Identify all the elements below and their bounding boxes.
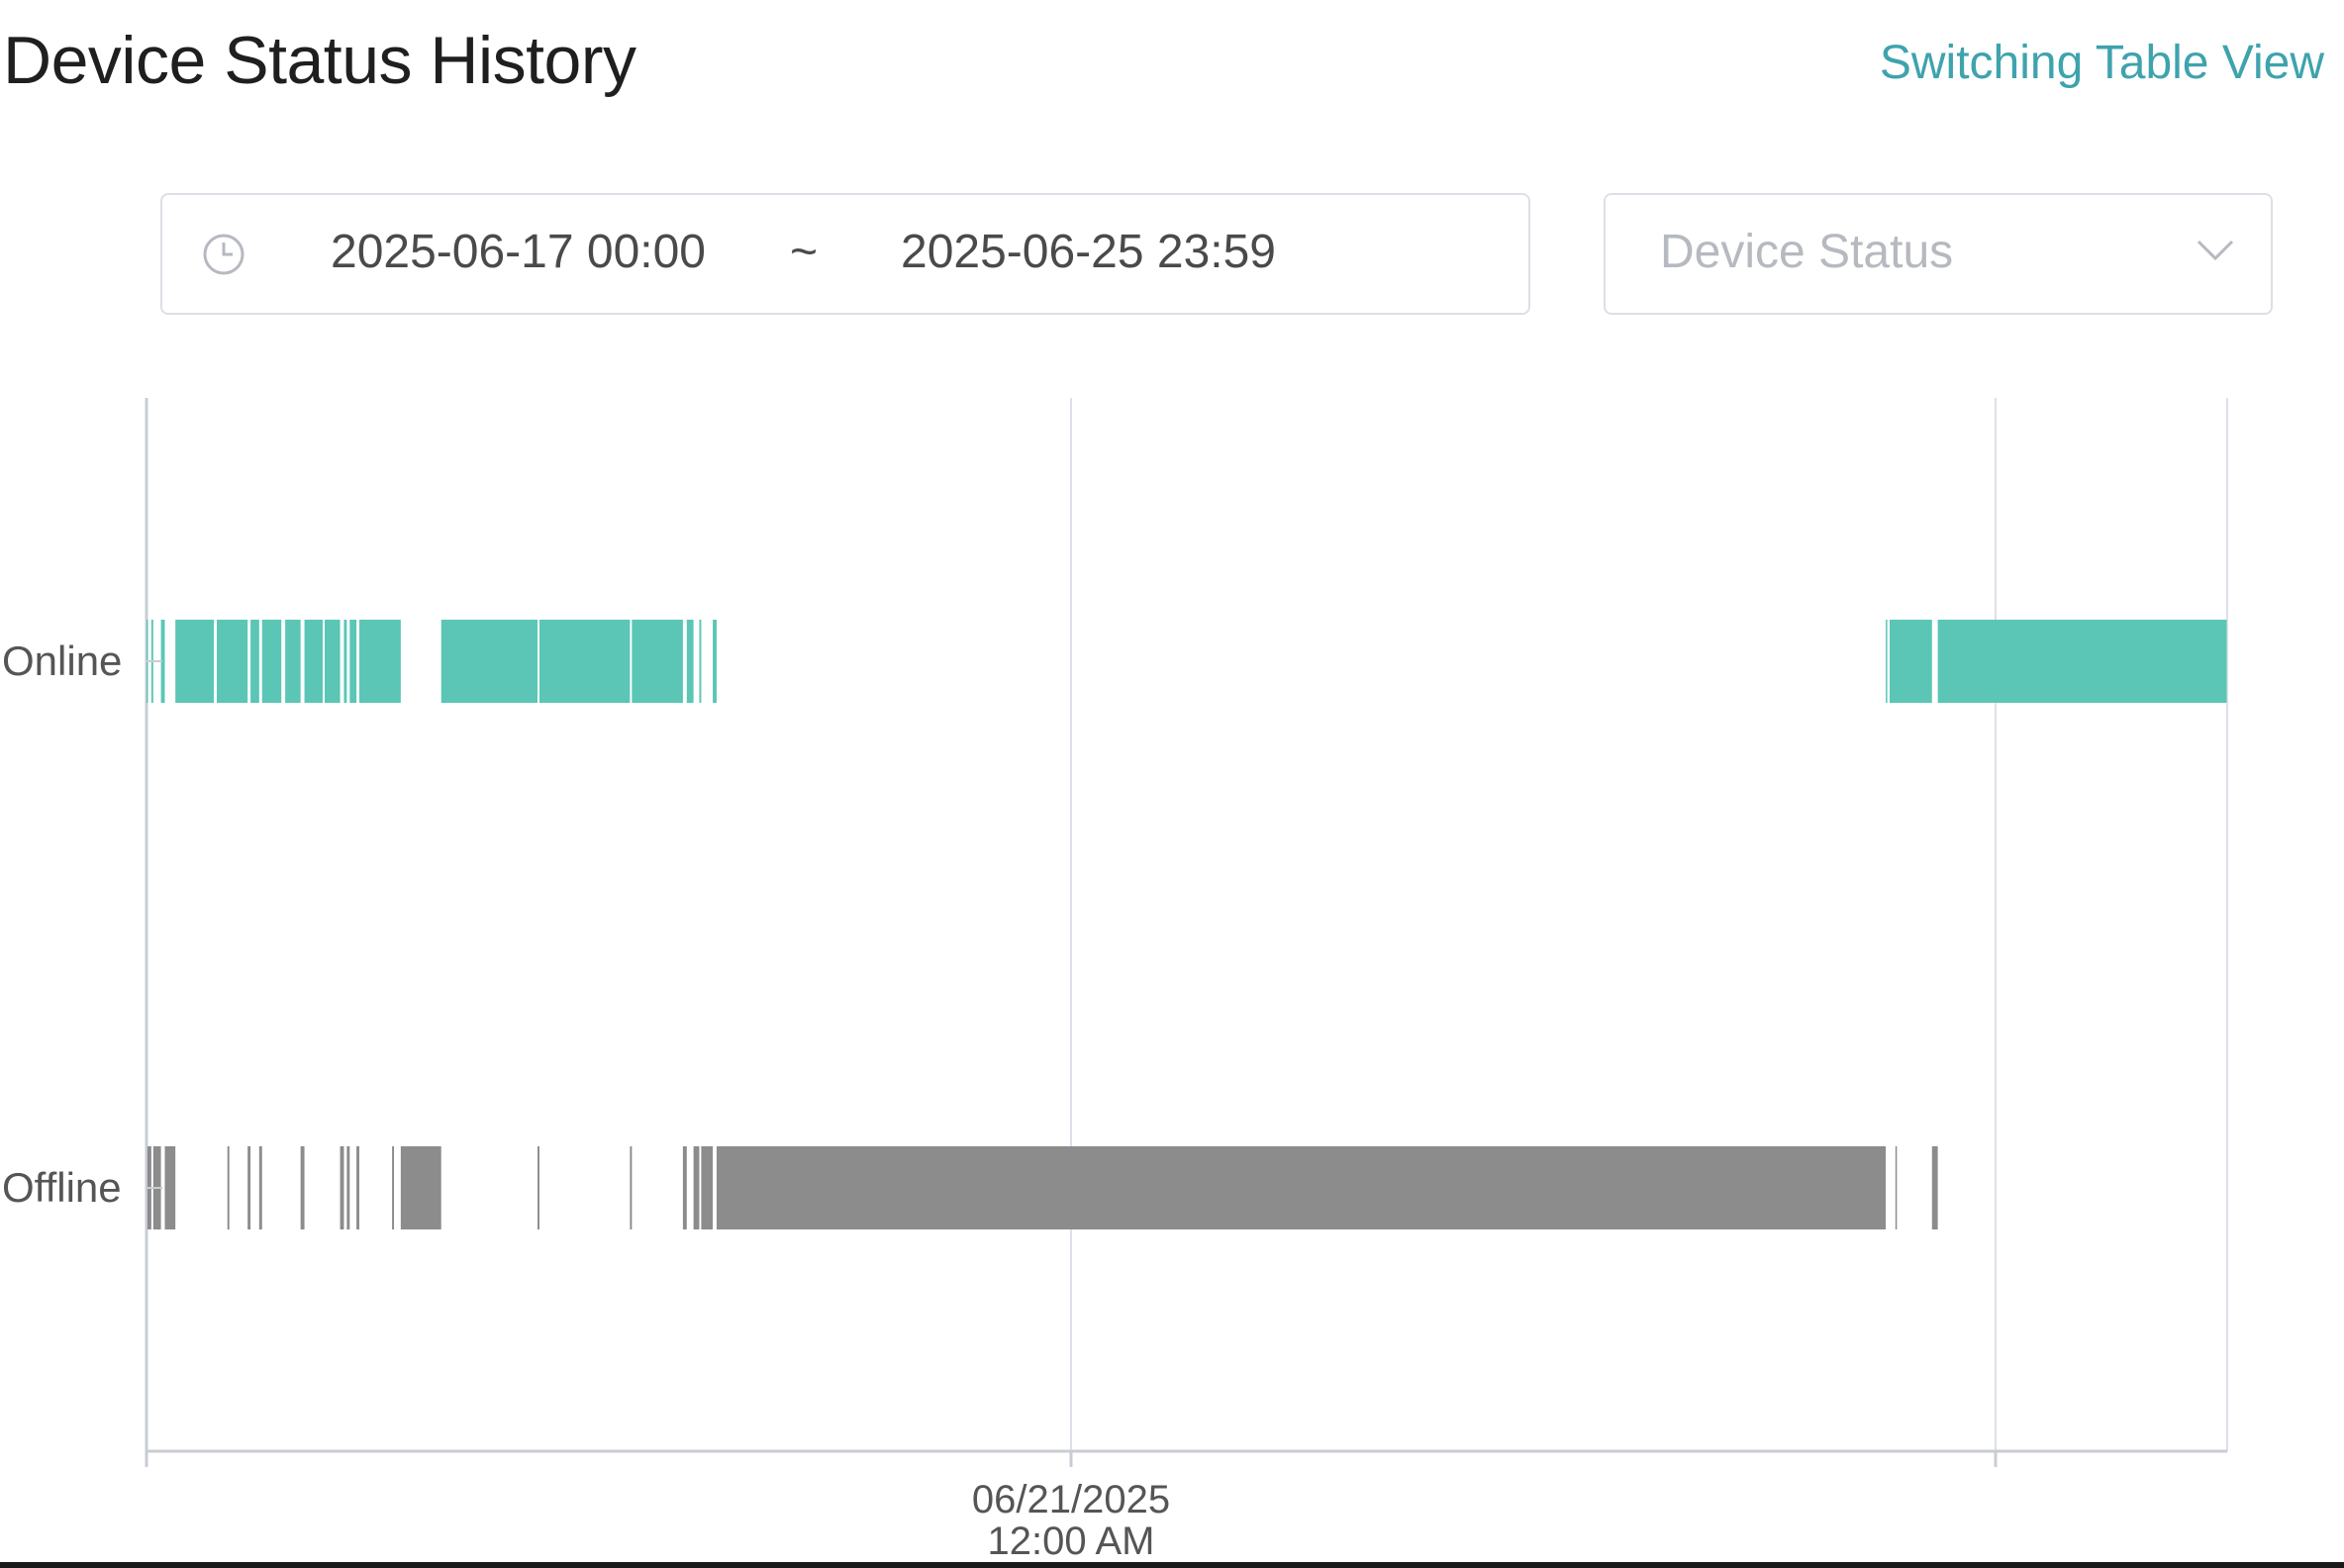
offline-status-segment [701, 1146, 714, 1229]
offline-status-segment [1931, 1146, 1938, 1229]
online-status-segment [250, 620, 259, 703]
bottom-divider [0, 1562, 2344, 1568]
range-end-input[interactable]: 2025-06-25 23:59 [901, 226, 1276, 278]
offline-status-segment [400, 1146, 441, 1229]
offline-status-segment [356, 1146, 360, 1229]
page-title: Device Status History [3, 23, 636, 98]
online-status-segment [343, 620, 347, 703]
offline-status-segment [164, 1146, 176, 1229]
online-status-segment [538, 620, 631, 703]
online-status-segment [175, 620, 215, 703]
offline-status-segment [258, 1146, 262, 1229]
device-status-placeholder: Device Status [1660, 226, 1954, 278]
offline-status-segment [392, 1146, 395, 1229]
online-status-segment [324, 620, 341, 703]
online-status-segment [1937, 620, 2227, 703]
offline-status-segment [693, 1146, 700, 1229]
offline-status-segment [346, 1146, 350, 1229]
online-status-segment [699, 620, 702, 703]
online-status-segment [160, 620, 165, 703]
x-tick-label: 06/21/2025 [972, 1478, 1170, 1521]
range-start-input[interactable]: 2025-06-17 00:00 [331, 226, 706, 278]
clock-icon [203, 234, 244, 275]
offline-status-segment [300, 1146, 305, 1229]
offline-status-segment [1895, 1146, 1898, 1229]
y-tick-label: Online [2, 637, 122, 684]
x-tick-label: 12:00 AM [987, 1519, 1154, 1563]
online-status-segment [713, 620, 717, 703]
offline-status-segment [537, 1146, 539, 1229]
online-status-segment [686, 620, 694, 703]
online-status-segment [217, 620, 248, 703]
online-status-segment [285, 620, 301, 703]
chevron-down-icon [2197, 240, 2234, 261]
online-status-segment [304, 620, 324, 703]
offline-status-segment [227, 1146, 230, 1229]
online-status-segment [1886, 620, 1888, 703]
online-status-segment [632, 620, 683, 703]
switch-table-view-link[interactable]: Switching Table View [1879, 37, 2324, 89]
date-range-picker[interactable]: 2025-06-17 00:00 ~ 2025-06-25 23:59 [160, 193, 1530, 315]
y-tick-label: Offline [2, 1164, 122, 1211]
online-status-segment [359, 620, 401, 703]
range-separator: ~ [790, 226, 819, 278]
online-status-segment [349, 620, 357, 703]
device-status-select[interactable]: Device Status [1604, 193, 2273, 315]
online-status-segment [261, 620, 282, 703]
offline-status-segment [716, 1146, 1887, 1229]
online-status-segment [440, 620, 538, 703]
offline-status-segment [682, 1146, 687, 1229]
online-status-segment [1889, 620, 1932, 703]
offline-status-segment [630, 1146, 633, 1229]
offline-status-segment [247, 1146, 251, 1229]
offline-status-segment [340, 1146, 344, 1229]
